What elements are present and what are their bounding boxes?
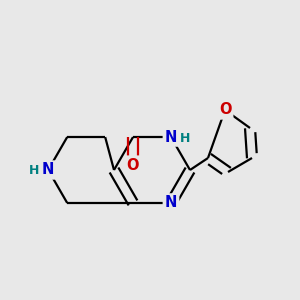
- Text: N: N: [42, 163, 54, 178]
- Text: N: N: [165, 130, 177, 145]
- Text: H: H: [29, 164, 39, 178]
- Text: H: H: [180, 132, 190, 145]
- Text: O: O: [127, 158, 139, 172]
- Text: N: N: [165, 195, 177, 210]
- Text: O: O: [219, 103, 231, 118]
